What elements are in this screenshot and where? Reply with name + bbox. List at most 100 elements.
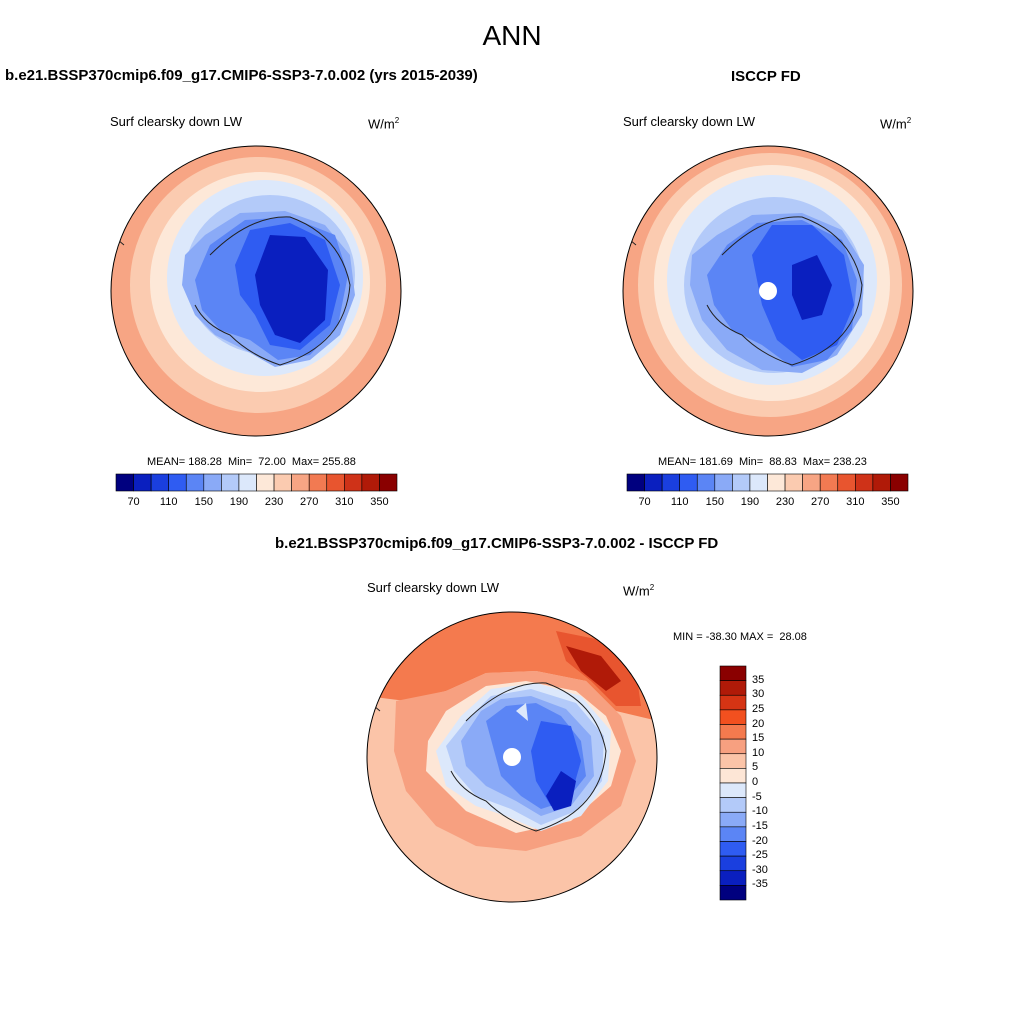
colorbar-tick-label: -15 bbox=[752, 819, 768, 832]
colorbar-tick-label: -25 bbox=[752, 849, 768, 862]
colorbar-tick-label: 5 bbox=[752, 761, 759, 774]
main-title: ANN bbox=[482, 20, 542, 51]
panel-2-stats: MEAN= 181.69 Min= 88.83 Max= 238.23 bbox=[658, 456, 867, 468]
colorbar-swatch bbox=[115, 473, 134, 492]
colorbar-tick-label: 310 bbox=[335, 496, 354, 508]
colorbar-swatch bbox=[326, 473, 345, 492]
panel-2-units: W/m2 bbox=[880, 116, 912, 132]
colorbar-swatch bbox=[221, 473, 240, 492]
colorbar-tick-label: 190 bbox=[229, 496, 249, 508]
colorbar-swatch bbox=[626, 473, 645, 492]
panel-2-colorbar-labels: 70 110 150 190 230 270 310 350 bbox=[627, 496, 908, 510]
colorbar-swatch bbox=[837, 473, 856, 492]
colorbar-tick-label: 150 bbox=[194, 496, 213, 508]
colorbar-tick-label: 0 bbox=[752, 776, 759, 788]
colorbar-swatch bbox=[872, 473, 891, 492]
panel-1-units: W/m2 bbox=[368, 116, 400, 132]
colorbar-swatch bbox=[732, 473, 751, 492]
colorbar-swatch bbox=[344, 473, 363, 492]
colorbar-swatch bbox=[308, 473, 328, 492]
colorbar-swatch bbox=[719, 855, 747, 872]
colorbar-tick-label: -5 bbox=[752, 790, 762, 803]
colorbar-swatch bbox=[719, 885, 747, 901]
colorbar-swatch bbox=[203, 473, 222, 492]
colorbar-swatch bbox=[719, 724, 747, 740]
colorbar-swatch bbox=[644, 473, 663, 492]
colorbar-swatch bbox=[238, 473, 257, 492]
panel-3-stats: MIN = -38.30 MAX = 28.08 bbox=[673, 631, 807, 643]
colorbar-swatch bbox=[719, 694, 747, 711]
colorbar-swatch bbox=[890, 473, 909, 492]
colorbar-swatch bbox=[719, 665, 747, 681]
panel-1-title: b.e21.BSSP370cmip6.f09_g17.CMIP6-SSP3-7.… bbox=[5, 67, 478, 84]
colorbar-swatch bbox=[719, 782, 747, 798]
panel-2-colorbar bbox=[626, 473, 909, 492]
colorbar-tick-label: 15 bbox=[752, 732, 765, 745]
colorbar-swatch bbox=[185, 473, 205, 492]
colorbar-tick-label: 25 bbox=[752, 702, 765, 715]
colorbar-tick-label: -30 bbox=[752, 863, 768, 876]
colorbar-tick-label: 10 bbox=[752, 746, 765, 759]
colorbar-swatch bbox=[784, 473, 803, 492]
colorbar-swatch bbox=[379, 473, 398, 492]
colorbar-swatch bbox=[256, 473, 275, 492]
colorbar-swatch bbox=[855, 473, 874, 492]
colorbar-swatch bbox=[273, 473, 292, 492]
colorbar-tick-label: 150 bbox=[705, 496, 724, 508]
colorbar-tick-label: 350 bbox=[881, 496, 900, 508]
panel-3-colorbar bbox=[719, 665, 747, 901]
colorbar-swatch bbox=[719, 709, 747, 725]
panel-1-stats: MEAN= 188.28 Min= 72.00 Max= 255.88 bbox=[147, 456, 356, 468]
panel-1-colorbar bbox=[115, 473, 398, 492]
colorbar-tick-label: 30 bbox=[752, 688, 765, 701]
colorbar-swatch bbox=[767, 473, 786, 492]
colorbar-tick-label: 270 bbox=[300, 496, 319, 508]
colorbar-swatch bbox=[719, 797, 747, 813]
colorbar-swatch bbox=[719, 680, 747, 696]
colorbar-tick-label: 70 bbox=[127, 496, 140, 508]
colorbar-tick-label: 350 bbox=[370, 496, 389, 508]
colorbar-swatch bbox=[291, 473, 310, 492]
panel-2-polar-map bbox=[622, 145, 914, 437]
colorbar-tick-label: 35 bbox=[752, 673, 765, 686]
colorbar-tick-label: -20 bbox=[752, 834, 768, 847]
colorbar-tick-label: 20 bbox=[752, 717, 765, 730]
colorbar-tick-label: 110 bbox=[670, 496, 689, 508]
colorbar-tick-label: 110 bbox=[159, 496, 178, 508]
colorbar-swatch bbox=[661, 473, 680, 492]
colorbar-tick-label: -10 bbox=[752, 805, 768, 818]
colorbar-swatch bbox=[719, 841, 747, 857]
colorbar-tick-label: 230 bbox=[264, 496, 284, 508]
colorbar-swatch bbox=[361, 473, 380, 492]
panel-1-colorbar-labels: 70 110 150 190 230 270 310 350 bbox=[116, 496, 397, 510]
colorbar-swatch bbox=[819, 473, 839, 492]
colorbar-tick-label: 310 bbox=[846, 496, 865, 508]
colorbar-tick-label: 190 bbox=[740, 496, 760, 508]
panel-1-variable: Surf clearsky down LW bbox=[110, 114, 242, 129]
panel-3-units: W/m2 bbox=[623, 583, 655, 599]
colorbar-swatch bbox=[679, 473, 698, 492]
colorbar-tick-label: 270 bbox=[811, 496, 830, 508]
colorbar-swatch bbox=[719, 738, 747, 755]
colorbar-swatch bbox=[719, 753, 747, 769]
colorbar-swatch bbox=[696, 473, 716, 492]
colorbar-tick-label: 230 bbox=[775, 496, 795, 508]
panel-1-polar-map bbox=[110, 145, 402, 437]
colorbar-swatch bbox=[719, 826, 747, 842]
colorbar-swatch bbox=[714, 473, 733, 492]
colorbar-tick-label: -35 bbox=[752, 878, 768, 891]
panel-3-polar-map bbox=[366, 611, 658, 903]
colorbar-swatch bbox=[749, 473, 768, 492]
colorbar-swatch bbox=[168, 473, 187, 492]
colorbar-swatch bbox=[719, 870, 747, 886]
colorbar-swatch bbox=[802, 473, 821, 492]
panel-3-colorbar-labels: 35 30 25 20 15 10 5 0 -5 -10 -15 -20 -25 -30 -35 bbox=[752, 666, 792, 900]
panel-3-title: b.e21.BSSP370cmip6.f09_g17.CMIP6-SSP3-7.… bbox=[275, 535, 719, 552]
colorbar-swatch bbox=[719, 811, 747, 828]
panel-2-title: ISCCP FD bbox=[731, 68, 801, 85]
panel-3-variable: Surf clearsky down LW bbox=[367, 580, 499, 595]
colorbar-swatch bbox=[719, 768, 747, 784]
colorbar-swatch bbox=[150, 473, 169, 492]
colorbar-swatch bbox=[133, 473, 152, 492]
colorbar-tick-label: 70 bbox=[638, 496, 651, 508]
